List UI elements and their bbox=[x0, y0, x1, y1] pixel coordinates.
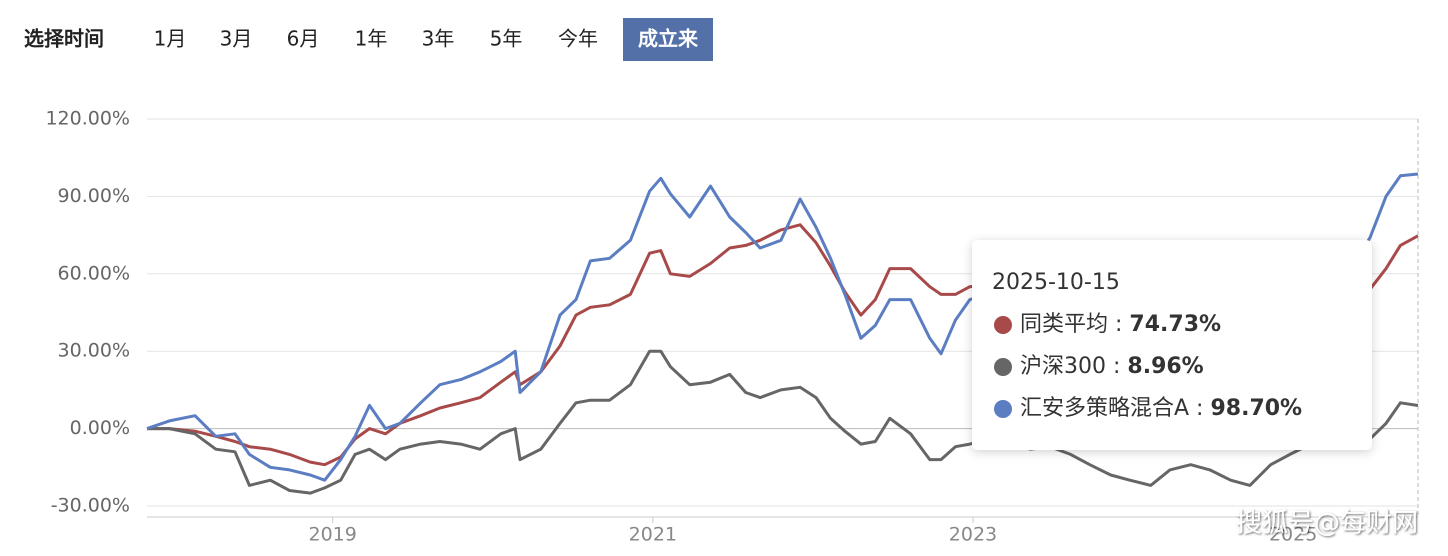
tooltip-marker bbox=[994, 400, 1012, 418]
time-option[interactable]: 1年 bbox=[355, 27, 388, 51]
time-option[interactable]: 1月 bbox=[154, 27, 187, 51]
time-option[interactable]: 3月 bbox=[220, 27, 253, 51]
tooltip-value: 74.73% bbox=[1129, 312, 1221, 337]
series-name: 同类平均 bbox=[1020, 312, 1108, 337]
tooltip-value: 98.70% bbox=[1210, 396, 1302, 421]
selector-label: 选择时间 bbox=[24, 27, 104, 51]
series-name: 沪深300 bbox=[1020, 354, 1106, 379]
tooltip-separator: : bbox=[1108, 312, 1129, 337]
x-tick-label: 2025 bbox=[1269, 524, 1317, 546]
tooltip-separator: : bbox=[1106, 354, 1127, 379]
tooltip-marker bbox=[994, 358, 1012, 376]
y-tick-label: 0.00% bbox=[70, 417, 130, 439]
tooltip-box bbox=[972, 240, 1372, 450]
tooltip-entry: 汇安多策略混合A : 98.70% bbox=[1020, 396, 1302, 421]
active-option-bg bbox=[623, 18, 713, 61]
time-option[interactable]: 3年 bbox=[422, 27, 455, 51]
y-tick-label: 60.00% bbox=[58, 262, 130, 284]
x-tick-label: 2021 bbox=[629, 524, 677, 546]
tooltip-entry: 沪深300 : 8.96% bbox=[1020, 354, 1204, 379]
y-tick-label: -30.00% bbox=[51, 495, 130, 517]
series-name: 汇安多策略混合A bbox=[1020, 396, 1189, 421]
time-option[interactable]: 5年 bbox=[490, 27, 523, 51]
active-option[interactable]: 成立来 bbox=[638, 27, 699, 51]
x-tick-label: 2019 bbox=[309, 524, 357, 546]
y-tick-label: 90.00% bbox=[58, 185, 130, 207]
y-tick-label: 120.00% bbox=[45, 108, 130, 130]
tooltip-date: 2025-10-15 bbox=[992, 270, 1120, 295]
tooltip-separator: : bbox=[1189, 396, 1210, 421]
series-line bbox=[147, 349, 1419, 495]
tooltip-value: 8.96% bbox=[1127, 354, 1203, 379]
time-option[interactable]: 今年 bbox=[558, 27, 598, 51]
tooltip-marker bbox=[994, 316, 1012, 334]
x-tick-label: 2023 bbox=[949, 524, 997, 546]
y-tick-label: 30.00% bbox=[58, 340, 130, 362]
time-option[interactable]: 6月 bbox=[287, 27, 320, 51]
watermark: 搜狐号@每财网 bbox=[1236, 509, 1418, 539]
tooltip-entry: 同类平均 : 74.73% bbox=[1020, 312, 1221, 337]
